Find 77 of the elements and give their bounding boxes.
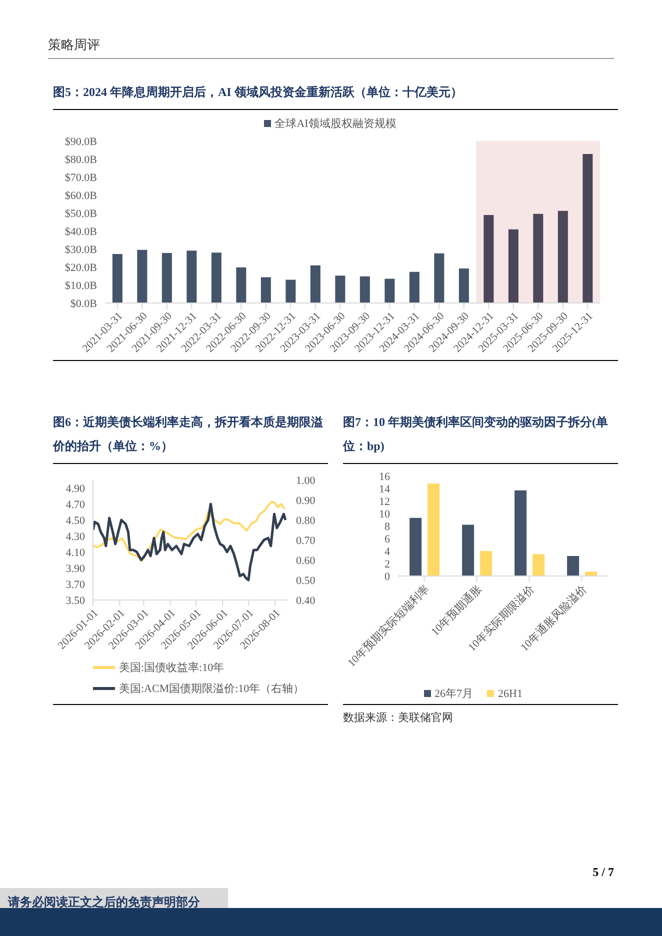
text: 请务必阅读正文之后的免责声明部分 — [0, 888, 228, 916]
bar — [137, 250, 148, 303]
bar — [335, 276, 346, 303]
y2-tick-label: 0.50 — [296, 574, 316, 587]
y2-tick-label: 0.60 — [296, 554, 316, 567]
y2-tick-label: 0.80 — [296, 514, 316, 527]
source-note: 数据来源：美联储官网 — [343, 704, 618, 725]
y-tick-label: $80.0B — [64, 154, 97, 166]
bar — [514, 490, 527, 576]
bar — [310, 265, 320, 303]
bar — [558, 210, 568, 303]
y-tick-label: $10.0B — [64, 280, 97, 292]
bar — [458, 268, 469, 303]
legend-label: 全球AI领域股权融资规模 — [274, 117, 396, 131]
y-tick-label: $50.0B — [64, 208, 97, 220]
y-tick-label: 3.70 — [66, 578, 86, 591]
y2-tick-label: 0.90 — [296, 494, 316, 507]
bar — [532, 554, 545, 576]
y-tick-label: 16 — [379, 470, 390, 483]
y-tick-label: 2 — [384, 558, 390, 570]
y-tick-label: 4.70 — [66, 498, 86, 511]
bar — [211, 252, 222, 303]
y-tick-label: 14 — [379, 483, 390, 496]
y-tick-label: 8 — [384, 520, 390, 533]
y-tick-label: 4.10 — [66, 546, 86, 559]
bar — [112, 254, 122, 303]
legend-label: 26H1 — [498, 688, 522, 700]
line-series — [93, 502, 287, 582]
bar — [434, 253, 444, 303]
y-tick-label: $70.0B — [64, 172, 97, 184]
legend-label: 美国:国债收益率:10年 — [119, 660, 224, 675]
bar — [260, 277, 271, 303]
x-tick-label: 10年预期实际短端利率 — [344, 582, 432, 670]
y-tick-label: 12 — [379, 496, 390, 508]
bar — [186, 250, 197, 303]
bar — [236, 267, 246, 303]
y-tick-label: $0.0B — [70, 298, 97, 310]
y-tick-label: 6 — [384, 533, 390, 546]
y-tick-label: 4.90 — [66, 482, 86, 495]
y-tick-label: 4.50 — [66, 514, 86, 527]
y-tick-label: 4.30 — [66, 530, 86, 543]
y-tick-label: 3.90 — [66, 562, 86, 575]
bar — [384, 278, 395, 303]
y-tick-label: $60.0B — [64, 190, 97, 202]
bar — [484, 214, 494, 303]
bar — [409, 272, 420, 303]
y-tick-label: $90.0B — [64, 136, 97, 148]
y-tick-label: $40.0B — [64, 226, 97, 238]
line-series — [93, 500, 286, 562]
y-tick-label: 4 — [384, 546, 390, 558]
bar — [567, 556, 580, 576]
chart-title: 图6：近期美债长端利率走高，拆开看本质是期限溢价的抬升（单位：%） — [53, 410, 328, 464]
bar — [286, 280, 296, 303]
legend-label: 美国:ACM国债期限溢价:10年（右轴） — [119, 682, 304, 696]
bar — [508, 229, 518, 303]
bar — [480, 551, 492, 576]
bar — [533, 214, 544, 303]
text: 策略周评 — [48, 36, 614, 59]
bar — [162, 252, 172, 303]
text: 5 / 7 — [592, 865, 614, 880]
y-tick-label: 0 — [384, 570, 390, 583]
y-tick-label: 3.50 — [66, 594, 86, 607]
bar — [462, 524, 474, 576]
bar — [428, 484, 440, 576]
bar — [585, 572, 598, 576]
y-tick-label: 10 — [379, 508, 390, 520]
y-tick-label: $30.0B — [64, 244, 97, 256]
chart-title: 图7：10 年期美债利率区间变动的驱动因子拆分(单位：bp) — [343, 410, 618, 464]
y2-tick-label: 1.00 — [296, 474, 316, 487]
y2-tick-label: 0.70 — [296, 534, 316, 547]
bar — [582, 154, 593, 303]
y2-tick-label: 0.40 — [296, 594, 316, 607]
chart-title: 图5：2024 年降息周期开启后，AI 领域风投资金重新活跃（单位：十亿美元） — [53, 80, 618, 110]
bar — [410, 518, 422, 576]
legend-label: 26年7月 — [434, 687, 474, 701]
bar — [360, 276, 370, 303]
y-tick-label: $20.0B — [64, 262, 97, 274]
